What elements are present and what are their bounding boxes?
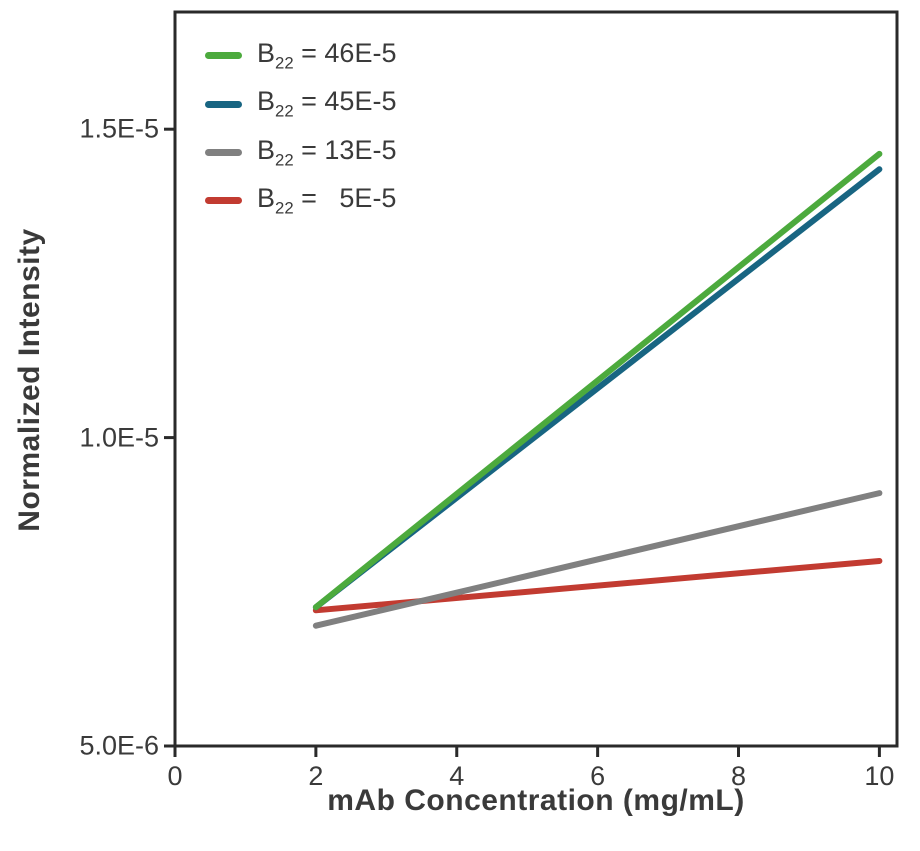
- legend: B22 = 46E-5 B22 = 45E-5 B22 = 13E-5 B22 = 5…: [205, 38, 396, 219]
- y-tick-label: 1.0E-5: [79, 422, 159, 453]
- legend-item: B22 = 13E-5: [205, 135, 396, 170]
- legend-swatch: [205, 148, 242, 156]
- legend-label: B22 = 13E-5: [257, 134, 397, 170]
- x-tick-label: 0: [167, 761, 183, 791]
- x-tick-label: 4: [449, 761, 465, 791]
- x-axis-label: mAb Concentration (mg/mL): [327, 784, 745, 817]
- series-line: [312, 490, 883, 629]
- y-tick-label: 1.5E-5: [79, 113, 159, 144]
- legend-item: B22 = 5E-5: [205, 183, 396, 218]
- legend-item: B22 = 46E-5: [205, 38, 396, 73]
- legend-label: B22 = 45E-5: [257, 86, 397, 121]
- series-line: [312, 150, 883, 611]
- x-tick-label: 6: [590, 761, 606, 791]
- legend-swatch: [205, 197, 242, 205]
- legend-label: B22 = 46E-5: [257, 38, 397, 73]
- plot-frame: [173, 10, 899, 748]
- legend-swatch: [205, 52, 242, 60]
- x-tick-label: 8: [730, 761, 747, 791]
- y-tick-label: 5.0E-6: [79, 730, 159, 761]
- x-tick-label: 10: [864, 761, 895, 791]
- y-axis-label: Normalized Intensity: [13, 228, 46, 532]
- legend-label: B22 = 5E-5: [257, 183, 397, 218]
- legend-swatch: [205, 100, 242, 108]
- x-tick-label: 2: [308, 761, 324, 791]
- legend-item: B22 = 45E-5: [205, 86, 396, 121]
